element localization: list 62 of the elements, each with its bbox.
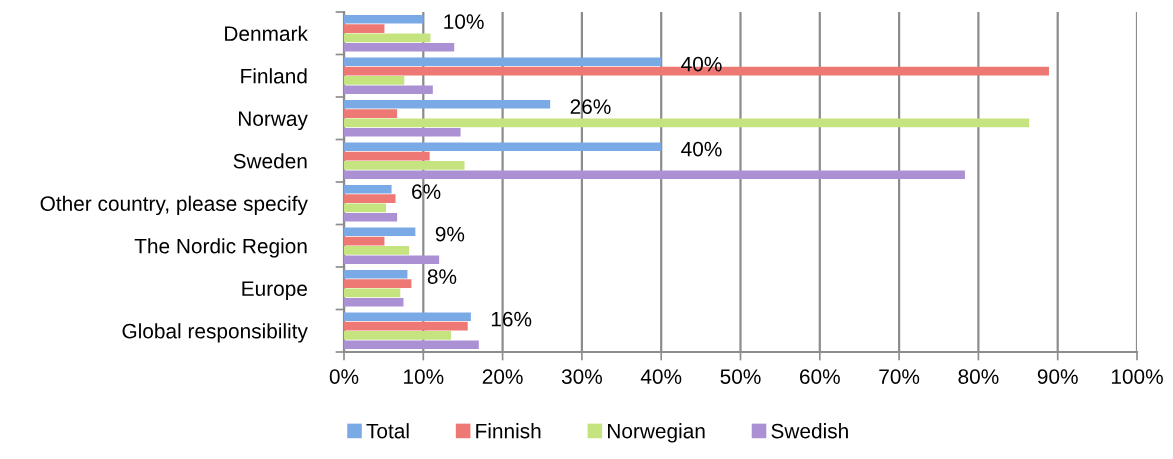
- legend-label: Swedish: [771, 423, 848, 439]
- bar: [344, 118, 1030, 128]
- bar: [344, 288, 401, 298]
- x-tick-label: 70%: [879, 369, 920, 384]
- bar: [344, 331, 452, 340]
- y-tick-label: Sweden: [233, 153, 307, 169]
- data-label: 40%: [681, 141, 722, 157]
- x-tick-label: 10%: [404, 369, 444, 384]
- bar: [344, 24, 385, 33]
- bar: [344, 170, 965, 180]
- bar: [344, 203, 387, 213]
- bar: [344, 161, 465, 170]
- data-label: 26%: [570, 99, 611, 114]
- y-tick-label: Norway: [238, 111, 308, 131]
- bar: [344, 184, 392, 194]
- data-label: 8%: [427, 269, 457, 284]
- y-tick-label: The Nordic Region: [134, 238, 307, 258]
- bar: [344, 236, 385, 246]
- bar: [344, 109, 398, 118]
- legend-label: Norwegian: [608, 423, 705, 443]
- data-label: 6%: [412, 184, 441, 199]
- bar: [344, 279, 412, 288]
- bar: [344, 57, 662, 67]
- x-tick-label: 60%: [800, 369, 840, 384]
- bar: [344, 340, 479, 350]
- x-tick-label: 20%: [482, 369, 523, 384]
- data-label: 9%: [435, 226, 465, 242]
- bar: [344, 227, 416, 237]
- bar: [344, 312, 471, 322]
- x-tick-label: 50%: [720, 369, 761, 384]
- bar: [344, 297, 404, 307]
- bar: [344, 14, 424, 24]
- bar: [344, 76, 405, 85]
- bar: [344, 255, 440, 265]
- y-tick-label: Finland: [241, 68, 307, 84]
- bar: [344, 142, 662, 152]
- bar: [344, 127, 461, 137]
- data-label: 40%: [681, 56, 722, 72]
- x-tick-label: 30%: [561, 369, 603, 384]
- bar: [344, 269, 408, 279]
- y-tick-label: Global responsibility: [122, 323, 308, 343]
- bar: [344, 212, 398, 222]
- bar: [344, 99, 551, 109]
- bar: [344, 33, 431, 43]
- bar: [344, 246, 410, 255]
- data-label: 16%: [491, 311, 532, 327]
- x-tick-label: 90%: [1037, 369, 1078, 384]
- y-tick-label: Other country, please specify: [40, 195, 308, 216]
- bar: [344, 194, 396, 203]
- legend-label: Finnish: [476, 423, 541, 439]
- x-tick-label: 80%: [958, 369, 999, 384]
- y-tick-label: Denmark: [225, 25, 308, 41]
- data-label: 10%: [444, 14, 484, 29]
- bar: [344, 42, 455, 52]
- x-tick-label: 100%: [1111, 369, 1163, 384]
- y-tick-label: Europe: [242, 281, 307, 301]
- x-tick-label: 0%: [329, 369, 359, 384]
- x-tick-label: 40%: [640, 369, 682, 384]
- bar: [344, 321, 468, 331]
- bar: [344, 151, 430, 161]
- legend-label: Total: [366, 423, 409, 439]
- bar: [344, 85, 433, 95]
